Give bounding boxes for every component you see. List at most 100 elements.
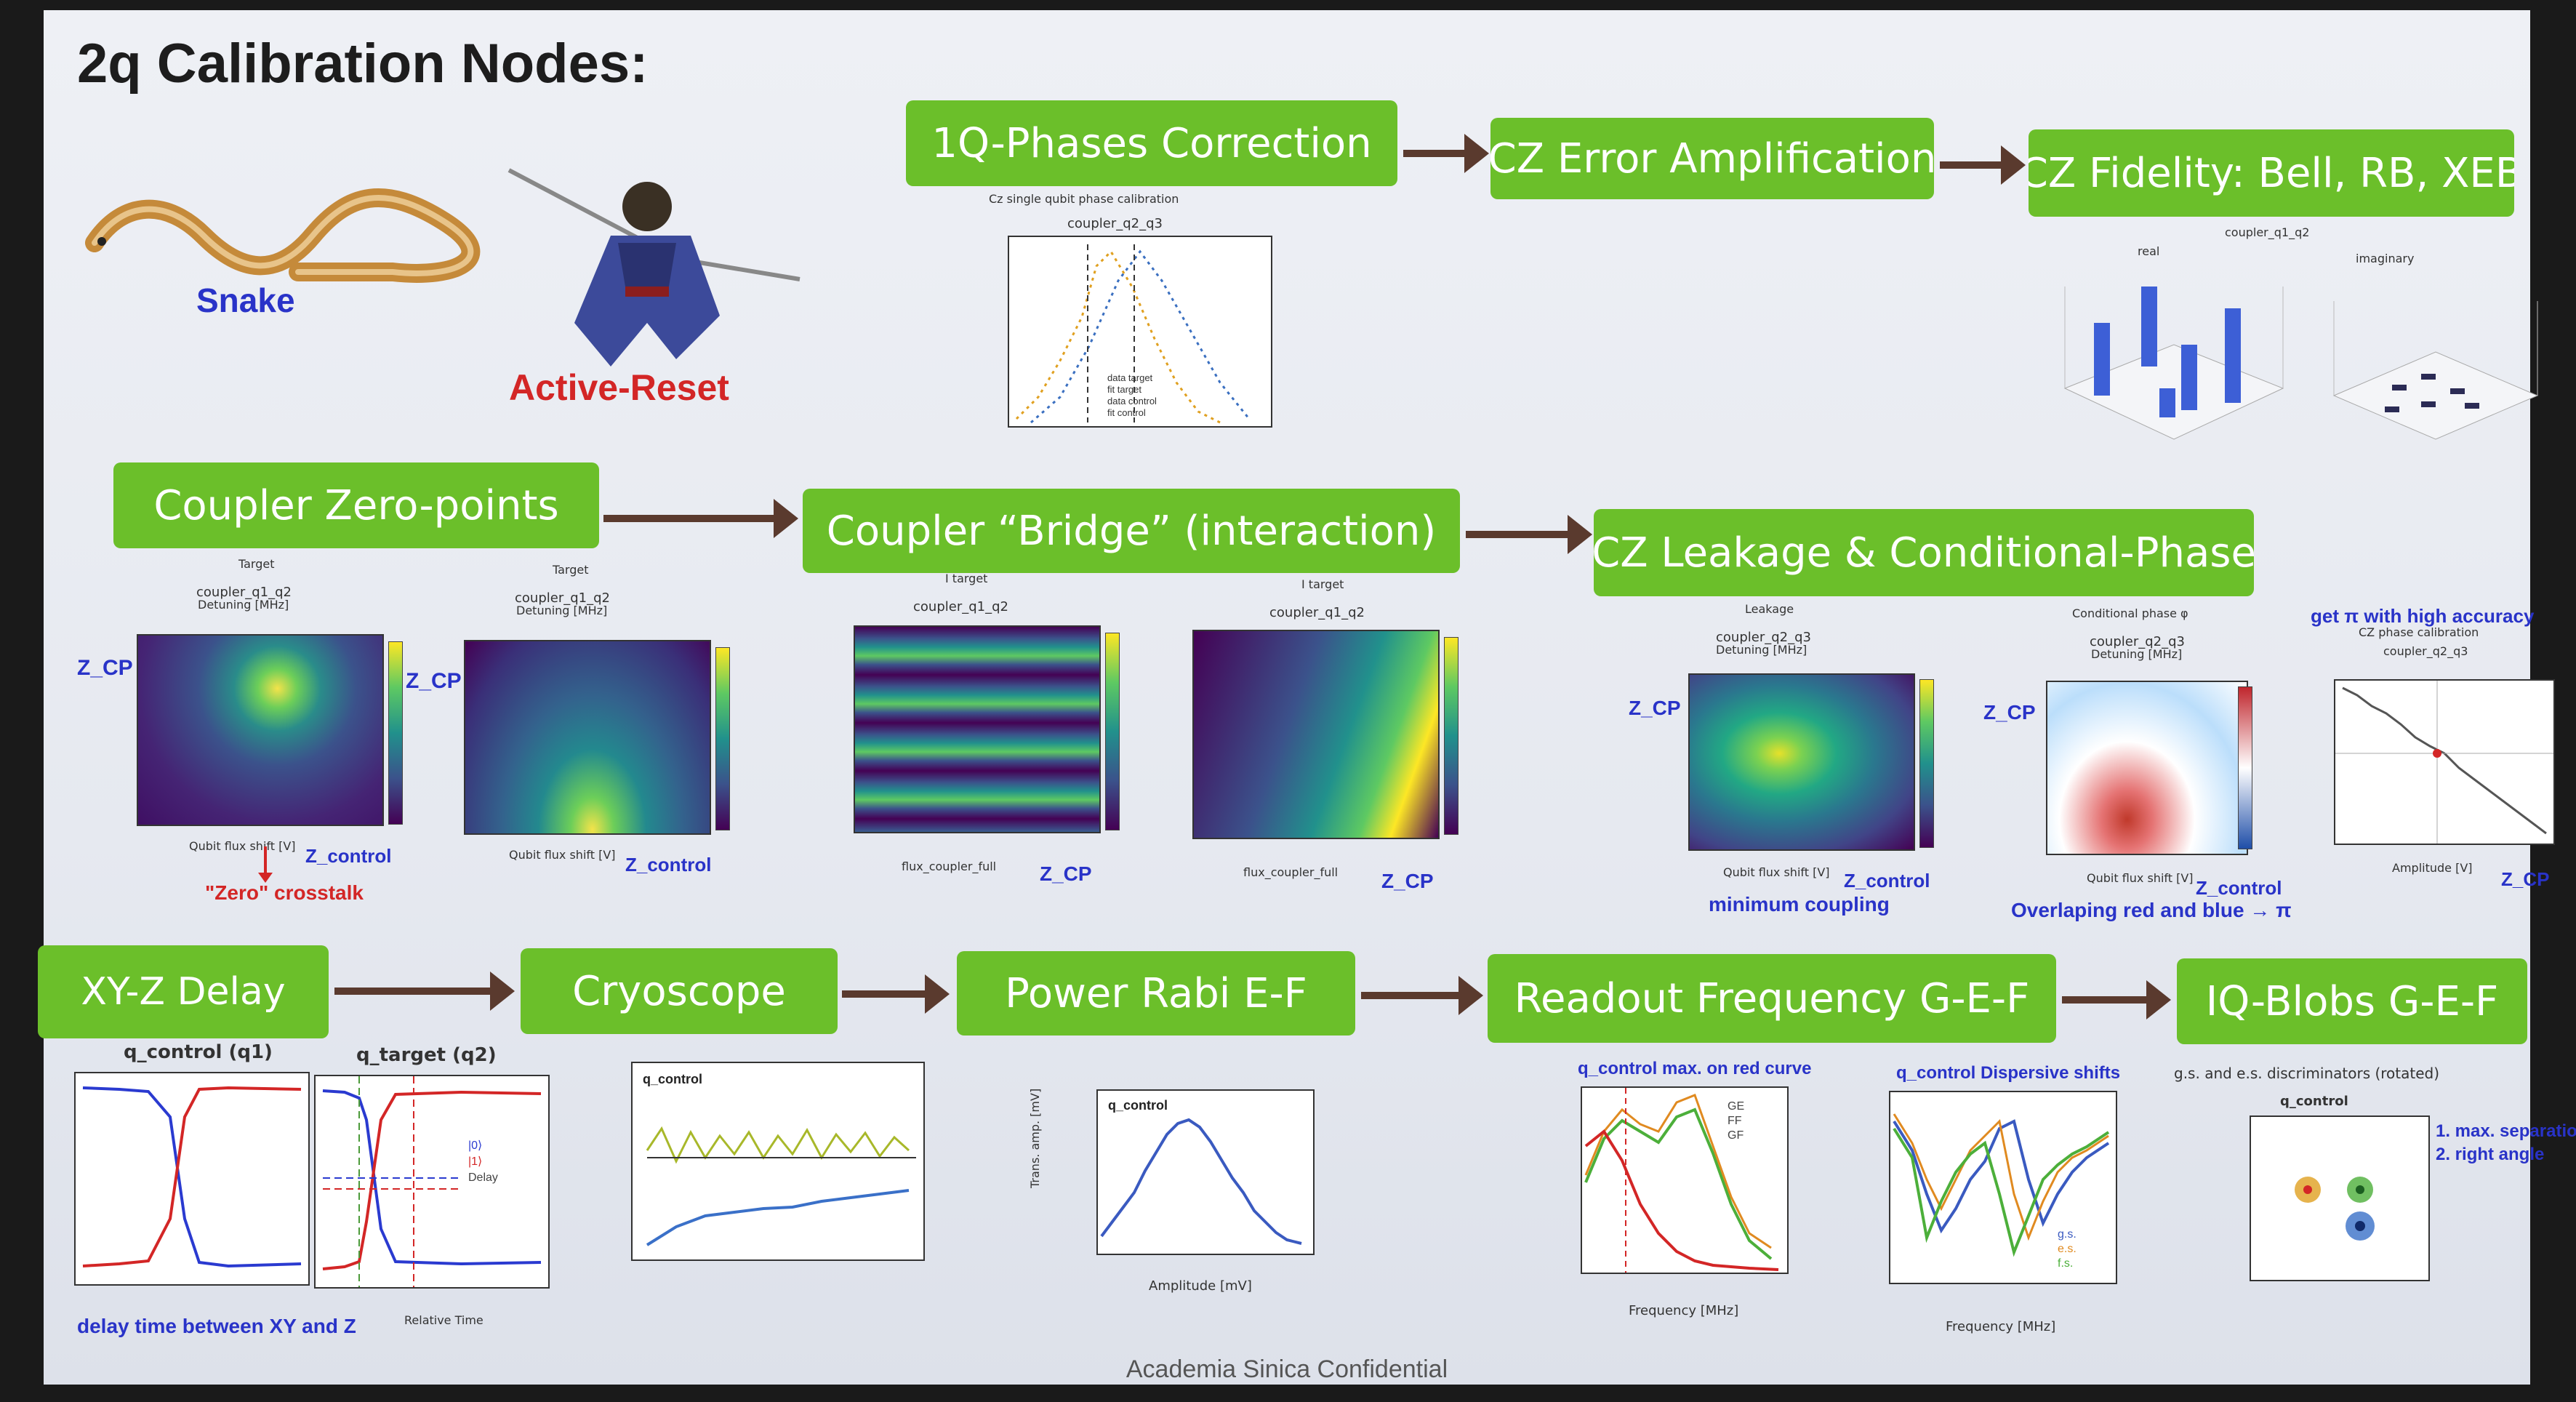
xyz-legend-1: |1⟩ (468, 1155, 482, 1168)
slide: 2q Calibration Nodes: Snake Active-Reset… (38, 10, 2576, 1385)
czphase-coupler: coupler_q2_q3 (2383, 644, 2468, 658)
bridge1-coupler: coupler_q1_q2 (913, 599, 1008, 614)
fidelity-imag-plot (2332, 301, 2539, 440)
node-cz-fidelity: CZ Fidelity: Bell, RB, XEB (2029, 129, 2514, 217)
arrow-zero-to-bridge (603, 499, 798, 538)
readout1-legend-2: GF (1728, 1129, 1744, 1142)
czphase-zcp: Z_CP (2501, 868, 2550, 890)
fidelity-imag-label: imaginary (2356, 252, 2415, 265)
cryoscope-q: q_control (643, 1072, 702, 1086)
bridge1-title: I target (945, 572, 988, 585)
zero-crosstalk-label: "Zero" crosstalk (205, 881, 364, 904)
fidelity-real-plot (2063, 287, 2284, 440)
arrow-cryo-to-rabi (842, 974, 950, 1014)
cphase-heatmap (2046, 681, 2248, 855)
cphase-colorbar (2238, 686, 2252, 849)
node-power-rabi: Power Rabi E-F (957, 951, 1355, 1036)
bridge2-heatmap (1192, 630, 1440, 839)
cphase-detuning: Detuning [MHz] (2091, 647, 2183, 661)
readout1-legend-1: FF (1728, 1115, 1742, 1127)
zp1-colorbar (388, 641, 403, 825)
leak-zcp: Z_CP (1629, 697, 1681, 719)
xyz-legend-0: |0⟩ (468, 1139, 482, 1152)
zp2-zcontrol: Z_control (625, 854, 712, 876)
zp1-xlabel: Qubit flux shift [V] (189, 839, 296, 853)
zp2-xlabel: Qubit flux shift [V] (509, 848, 616, 862)
bridge1-xlabel: flux_coupler_full (902, 860, 997, 873)
phase-legend-2: data control (1107, 396, 1157, 406)
readout-title-2: q_control Dispersive shifts (1896, 1063, 2121, 1083)
cphase-zcp: Z_CP (1983, 701, 2036, 724)
rabi-q: q_control (1108, 1098, 1168, 1113)
arrow-amp-to-fidelity (1940, 145, 2026, 185)
overlap-label: Overlaping red and blue → π (2011, 899, 2292, 921)
iq-note-1: 1. max. separation (2436, 1121, 2576, 1141)
bridge2-colorbar (1444, 637, 1458, 835)
iq-q: q_control (2280, 1094, 2348, 1109)
leak-zcontrol: Z_control (1844, 870, 1930, 892)
active-reset-label: Active-Reset (509, 367, 729, 408)
node-coupler-bridge: Coupler “Bridge” (interaction) (803, 489, 1460, 573)
iq-plot (2250, 1115, 2430, 1281)
czphase-cal: CZ phase calibration (2359, 625, 2479, 639)
zp1-zcp: Z_CP (77, 656, 133, 680)
rabi-plot: q_control (1096, 1089, 1315, 1255)
czphase-xlabel: Amplitude [V] (2392, 861, 2473, 875)
slide-title: 2q Calibration Nodes: (77, 33, 649, 95)
readout-title-1: q_control max. on red curve (1578, 1059, 1812, 1078)
xyz-legend-2: Delay (468, 1171, 498, 1184)
xyz-q1-plot (74, 1072, 310, 1286)
xyz-q1-title: q_control (q1) (124, 1041, 273, 1063)
leak-sub: coupler_q2_q3 (1716, 630, 1811, 645)
cphase-zcontrol: Z_control (2196, 877, 2282, 899)
readout2-legend-1: e.s. (2058, 1243, 2077, 1255)
minimum-coupling-label: minimum coupling (1709, 893, 1890, 916)
node-cz-amplification: CZ Error Amplification (1490, 118, 1934, 199)
zp1-zcontrol: Z_control (305, 845, 392, 867)
zp2-colorbar (715, 647, 730, 830)
arrow-bridge-to-leakage (1466, 515, 1592, 554)
zp1-target: Target (238, 557, 275, 571)
node-iq-blobs: IQ-Blobs G-E-F (2177, 958, 2527, 1044)
node-cryoscope: Cryoscope (521, 948, 838, 1034)
zp2-coupler: coupler_q1_q2 (515, 590, 610, 606)
readout1-legend-0: GE (1728, 1100, 1744, 1113)
iq-note-2: 2. right angle (2436, 1145, 2545, 1164)
leak-colorbar (1919, 679, 1934, 848)
node-cz-leakage: CZ Leakage & Conditional-Phase (1594, 509, 2254, 596)
delay-time-label: delay time between XY and Z (77, 1315, 356, 1337)
node-1q-phases: 1Q-Phases Correction (906, 100, 1397, 186)
node-coupler-zero-points: Coupler Zero-points (113, 462, 599, 548)
footer: Academia Sinica Confidential (1126, 1355, 1448, 1383)
bridge1-colorbar (1105, 633, 1120, 830)
readout2-legend-0: g.s. (2058, 1228, 2077, 1241)
readout-xlabel-2: Frequency [MHz] (1946, 1319, 2056, 1334)
cryoscope-plot: q_control (631, 1062, 925, 1261)
leak-heatmap (1688, 673, 1915, 851)
node-readout-frequency: Readout Frequency G-E-F (1488, 954, 2056, 1043)
readout-plot-2: g.s. e.s. f.s. (1889, 1091, 2117, 1284)
fidelity-real-label: real (2138, 244, 2160, 258)
leak-xlabel: Qubit flux shift [V] (1723, 865, 1830, 879)
arrow-xyz-to-cryo (334, 972, 515, 1011)
readout-plot-1: GE FF GF (1581, 1086, 1789, 1274)
cphase-title: Conditional phase φ (2072, 606, 2188, 620)
crosstalk-arrow (258, 846, 273, 883)
zp2-detuning: Detuning [MHz] (516, 604, 608, 617)
phase-legend-1: fit target (1107, 384, 1141, 395)
bridge2-coupler: coupler_q1_q2 (1269, 605, 1365, 620)
snake-illustration (85, 188, 481, 283)
leak-title: Leakage (1745, 602, 1794, 616)
zp1-detuning: Detuning [MHz] (198, 598, 289, 612)
samurai-illustration (507, 168, 801, 366)
cphase-xlabel: Qubit flux shift [V] (2087, 871, 2194, 885)
zp2-zcp: Z_CP (406, 669, 462, 693)
bridge2-xlabel: flux_coupler_full (1243, 865, 1339, 879)
fidelity-title: coupler_q1_q2 (2225, 225, 2310, 239)
phase-legend-0: data target (1107, 372, 1153, 383)
phase-plot-subtitle: coupler_q2_q3 (1067, 216, 1163, 231)
cphase-sub: coupler_q2_q3 (2090, 634, 2185, 649)
readout-xlabel-1: Frequency [MHz] (1629, 1303, 1739, 1318)
xyz-q2-title: q_target (q2) (356, 1044, 497, 1066)
get-pi-label: get π with high accuracy (2311, 605, 2535, 627)
